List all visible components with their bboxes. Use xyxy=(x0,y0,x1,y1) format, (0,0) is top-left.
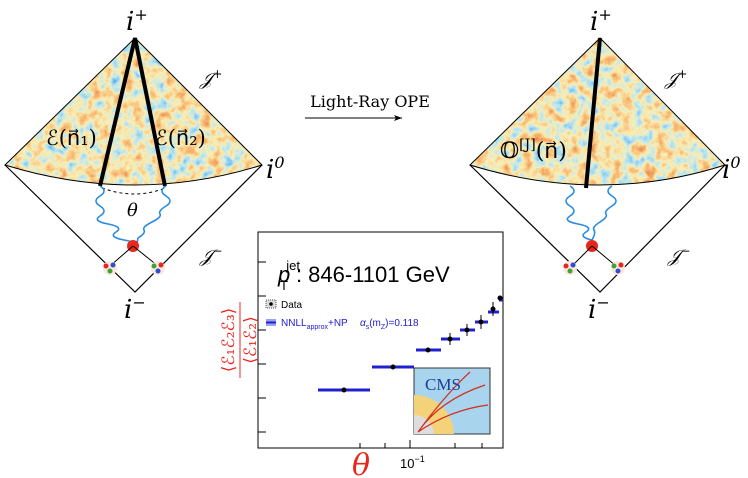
label: + xyxy=(134,5,147,24)
label: + xyxy=(677,67,687,81)
label: +NP xyxy=(328,318,348,329)
label: − xyxy=(212,244,222,258)
label: i+ xyxy=(590,5,612,37)
label: + xyxy=(598,5,611,24)
label: [J] xyxy=(519,137,536,153)
label: i xyxy=(722,155,730,185)
legend-marker xyxy=(269,302,273,306)
figure: i+ i0 i− 𝒥+ 𝒥− ℰ(n⃗₁) ℰ(n⃗₂) θ Light-Ray… xyxy=(0,0,748,478)
label: : 846-1101 GeV xyxy=(296,262,450,287)
label: i xyxy=(588,295,596,325)
label: i− xyxy=(588,293,610,325)
y-label-numerator: ⟨ℰ₁ℰ₂ℰ₃⟩ xyxy=(219,308,239,373)
left-diagram: i+ i0 i− 𝒥+ 𝒥− ℰ(n⃗₁) ℰ(n⃗₂) θ xyxy=(0,5,285,325)
x-tick-label: 10−1 xyxy=(400,454,425,471)
label: i xyxy=(126,7,134,37)
label: (m xyxy=(369,318,381,329)
label: − xyxy=(680,244,690,258)
label: −1 xyxy=(414,454,424,464)
label: 0 xyxy=(274,153,284,172)
line xyxy=(572,246,592,266)
label: (n⃗) xyxy=(536,139,567,164)
label: i0 xyxy=(722,153,741,185)
photon xyxy=(592,186,616,240)
y-axis-label: ⟨ℰ₁ℰ₂ℰ₃⟩ ⟨ℰ₁ℰ₂⟩ xyxy=(219,302,261,378)
label: i+ xyxy=(126,5,148,37)
label: 𝒥+ xyxy=(199,67,222,90)
label: 10 xyxy=(400,456,414,471)
label: 𝒥− xyxy=(199,244,222,267)
label: i xyxy=(124,295,132,325)
arrow-label: Light-Ray OPE xyxy=(310,92,430,111)
label: approx xyxy=(307,324,329,331)
label: i xyxy=(590,7,598,37)
detector-label: ℰ(n⃗₁) xyxy=(46,126,97,150)
particle xyxy=(563,261,577,275)
photon xyxy=(136,186,170,248)
particle xyxy=(611,261,625,275)
label: − xyxy=(132,293,145,312)
angle-label: θ xyxy=(127,200,138,221)
label: 𝕆 xyxy=(500,139,519,164)
label: 0 xyxy=(730,153,740,172)
label: 𝒥+ xyxy=(664,67,687,90)
label: i− xyxy=(124,293,146,325)
line xyxy=(592,246,616,266)
logo-text: CMS xyxy=(425,375,461,394)
x-axis-label: θ xyxy=(352,448,370,478)
label: 𝒥− xyxy=(667,244,690,267)
cms-logo: CMS xyxy=(414,368,490,434)
y-label-denominator: ⟨ℰ₁ℰ₂⟩ xyxy=(241,316,261,363)
legend-label: Data xyxy=(281,300,303,311)
photon xyxy=(566,186,594,246)
particle xyxy=(151,261,165,275)
label: T xyxy=(280,278,288,293)
label: NNLL xyxy=(281,318,307,329)
label: + xyxy=(212,67,222,81)
detector-label: ℰ(n⃗₂) xyxy=(155,126,206,150)
particle xyxy=(103,261,117,275)
label: )=0.118 xyxy=(385,318,419,329)
right-diagram: i+ i0 i− 𝒥+ 𝒥− 𝕆[J](n⃗) xyxy=(465,5,741,325)
sky xyxy=(0,30,270,210)
label: − xyxy=(596,293,609,312)
angle-arc xyxy=(102,188,165,194)
label: i0 xyxy=(266,153,285,185)
label: i xyxy=(266,155,274,185)
